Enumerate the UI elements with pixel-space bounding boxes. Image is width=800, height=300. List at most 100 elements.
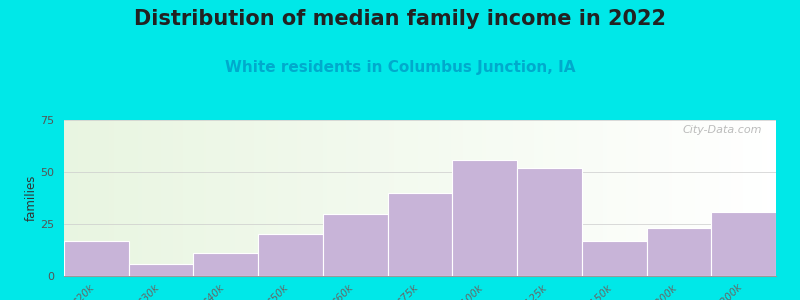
Bar <box>396 120 398 276</box>
Bar <box>363 120 366 276</box>
Bar <box>598 120 600 276</box>
Bar <box>114 120 116 276</box>
Bar <box>558 120 560 276</box>
Bar <box>472 120 474 276</box>
Bar <box>314 120 315 276</box>
Bar <box>467 120 470 276</box>
Bar <box>641 120 643 276</box>
Bar <box>638 120 641 276</box>
Bar <box>263 120 266 276</box>
Bar <box>386 120 389 276</box>
Bar <box>717 120 719 276</box>
Bar <box>138 120 140 276</box>
Bar <box>658 120 660 276</box>
Bar <box>594 120 596 276</box>
Bar <box>385 120 386 276</box>
Bar <box>702 120 705 276</box>
Bar <box>282 120 285 276</box>
Bar <box>555 120 558 276</box>
Bar <box>458 120 460 276</box>
Bar <box>496 120 498 276</box>
Bar <box>596 120 598 276</box>
Bar <box>410 120 413 276</box>
Bar <box>142 120 145 276</box>
Bar <box>290 120 292 276</box>
Bar <box>344 120 346 276</box>
Bar <box>266 120 268 276</box>
Bar <box>577 120 579 276</box>
Bar <box>738 120 741 276</box>
Bar <box>126 120 128 276</box>
Bar <box>403 120 406 276</box>
Bar <box>342 120 344 276</box>
Bar <box>162 120 164 276</box>
Bar <box>145 120 147 276</box>
Bar <box>278 120 280 276</box>
Bar <box>235 120 238 276</box>
Bar <box>531 120 534 276</box>
Bar <box>425 120 427 276</box>
Bar <box>297 120 299 276</box>
Bar <box>617 120 619 276</box>
Bar <box>187 120 190 276</box>
Bar <box>513 120 515 276</box>
Bar <box>562 120 565 276</box>
Bar <box>71 120 74 276</box>
Bar <box>204 120 206 276</box>
Bar <box>570 120 572 276</box>
Bar <box>256 120 258 276</box>
Bar <box>332 120 334 276</box>
Bar <box>309 120 311 276</box>
Bar <box>486 120 489 276</box>
Bar <box>614 120 617 276</box>
Bar <box>401 120 403 276</box>
Bar <box>734 120 736 276</box>
Bar <box>667 120 669 276</box>
Bar <box>154 120 157 276</box>
Bar <box>759 120 762 276</box>
Bar <box>462 120 465 276</box>
Bar <box>337 120 339 276</box>
Bar <box>98 120 99 276</box>
Bar <box>226 120 228 276</box>
Bar <box>446 120 449 276</box>
Bar <box>477 120 479 276</box>
Bar <box>192 120 194 276</box>
Bar <box>536 120 538 276</box>
Bar <box>66 120 69 276</box>
Bar <box>454 120 456 276</box>
Bar <box>415 120 418 276</box>
Bar <box>339 120 342 276</box>
Bar <box>209 120 211 276</box>
Bar <box>665 120 667 276</box>
Bar <box>681 120 683 276</box>
Bar <box>771 120 774 276</box>
Bar <box>194 253 258 276</box>
Bar <box>543 120 546 276</box>
Bar <box>724 120 726 276</box>
Bar <box>358 120 361 276</box>
Bar <box>258 234 323 276</box>
Bar <box>589 120 591 276</box>
Bar <box>474 120 477 276</box>
Bar <box>185 120 187 276</box>
Bar <box>711 212 776 276</box>
Bar <box>422 120 425 276</box>
Bar <box>218 120 221 276</box>
Bar <box>299 120 302 276</box>
Bar <box>624 120 626 276</box>
Bar <box>406 120 408 276</box>
Bar <box>534 120 536 276</box>
Bar <box>221 120 223 276</box>
Bar <box>320 120 322 276</box>
Bar <box>238 120 240 276</box>
Bar <box>525 120 526 276</box>
Bar <box>629 120 631 276</box>
Text: White residents in Columbus Junction, IA: White residents in Columbus Junction, IA <box>225 60 575 75</box>
Bar <box>175 120 178 276</box>
Bar <box>216 120 218 276</box>
Bar <box>515 120 518 276</box>
Bar <box>157 120 159 276</box>
Bar <box>118 120 121 276</box>
Bar <box>541 120 543 276</box>
